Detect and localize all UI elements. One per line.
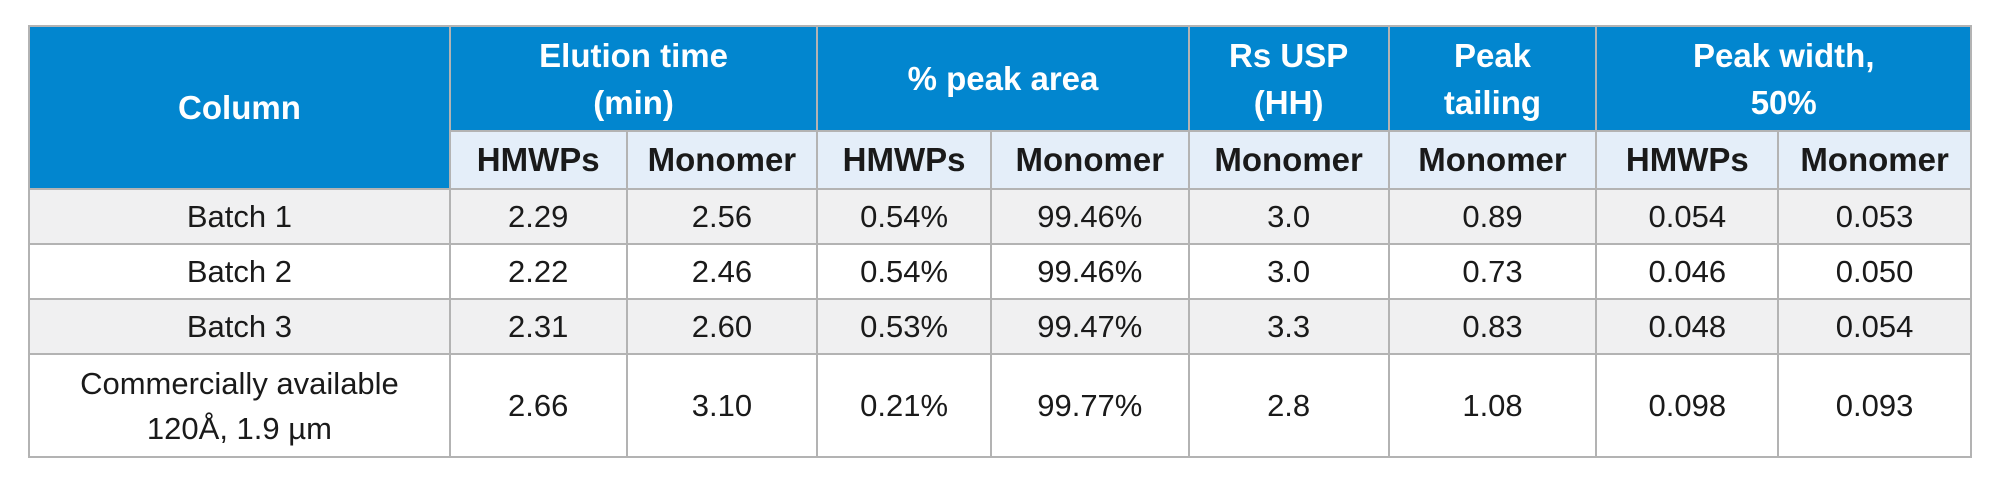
table-row: Batch 2 2.22 2.46 0.54% 99.46% 3.0 0.73 … bbox=[28, 243, 1972, 300]
header-line: Peak width, bbox=[1692, 36, 1875, 74]
table-cell: 0.048 bbox=[1595, 298, 1780, 355]
row-label: Batch 3 bbox=[28, 298, 451, 355]
header-row-groups: Column Elution time (min) % peak area Rs… bbox=[28, 25, 1972, 190]
row-label: Batch 1 bbox=[28, 188, 451, 245]
header-elution-time: Elution time (min) bbox=[448, 25, 819, 132]
header-line: Rs USP bbox=[1229, 36, 1349, 74]
results-table: Column Elution time (min) % peak area Rs… bbox=[28, 25, 1972, 458]
row-label-line: Batch 2 bbox=[186, 254, 292, 289]
table-cell: 99.77% bbox=[989, 353, 1190, 458]
header-line: (HH) bbox=[1253, 83, 1324, 121]
table-cell: 3.10 bbox=[625, 353, 819, 458]
table-cell: 0.89 bbox=[1387, 188, 1598, 245]
table-cell: 2.29 bbox=[448, 188, 628, 245]
header-line: Peak bbox=[1453, 36, 1532, 74]
subheader-cell: Monomer bbox=[1387, 130, 1598, 190]
table-cell: 3.3 bbox=[1187, 298, 1390, 355]
row-label-line: Commercially available bbox=[80, 365, 399, 401]
table-cell: 0.21% bbox=[816, 353, 992, 458]
column-header: Column bbox=[28, 25, 451, 190]
table-cell: 0.73 bbox=[1387, 243, 1598, 300]
table-cell: 3.0 bbox=[1187, 188, 1390, 245]
table-cell: 1.08 bbox=[1387, 353, 1598, 458]
header-row-sub: HMWPs Monomer HMWPs Monomer Monomer Mono… bbox=[29, 130, 1972, 190]
header-line: % peak area bbox=[907, 60, 1099, 97]
table-cell: 2.22 bbox=[448, 243, 628, 300]
table-cell: 99.46% bbox=[989, 243, 1190, 300]
subheader-cell: HMWPs bbox=[1595, 130, 1780, 190]
table-cell: 0.83 bbox=[1387, 298, 1598, 355]
table-row: Batch 3 2.31 2.60 0.53% 99.47% 3.3 0.83 … bbox=[28, 298, 1972, 355]
subheader-cell: HMWPs bbox=[448, 130, 628, 190]
header-peak-width: Peak width, 50% bbox=[1595, 25, 1972, 132]
table-cell: 0.098 bbox=[1595, 353, 1780, 458]
table-cell: 0.54% bbox=[816, 243, 992, 300]
table-cell: 99.47% bbox=[989, 298, 1190, 355]
table-cell: 0.53% bbox=[816, 298, 992, 355]
table-cell: 0.093 bbox=[1777, 353, 1972, 458]
table-cell: 3.0 bbox=[1187, 243, 1390, 300]
header-peak-area: % peak area bbox=[816, 25, 1190, 132]
table-cell: 0.54% bbox=[816, 188, 992, 245]
header-peak-tailing: Peak tailing bbox=[1387, 25, 1598, 132]
header-line: 50% bbox=[1750, 83, 1817, 121]
table-cell: 0.054 bbox=[1595, 188, 1780, 245]
header-line: (min) bbox=[593, 83, 674, 121]
subheader-cell: Monomer bbox=[989, 130, 1190, 190]
table-row: Batch 1 2.29 2.56 0.54% 99.46% 3.0 0.89 … bbox=[28, 188, 1972, 245]
subheader-cell: Monomer bbox=[1187, 130, 1390, 190]
row-label: Batch 2 bbox=[28, 243, 451, 300]
table-cell: 2.66 bbox=[448, 353, 628, 458]
table-cell: 2.46 bbox=[625, 243, 819, 300]
subheader-cell: HMWPs bbox=[816, 130, 992, 190]
table-cell: 2.56 bbox=[625, 188, 819, 245]
table-cell: 99.46% bbox=[989, 188, 1190, 245]
row-label: Commercially available 120Å, 1.9 µm bbox=[28, 353, 451, 458]
table-cell: 0.046 bbox=[1595, 243, 1780, 300]
table-cell: 2.31 bbox=[448, 298, 628, 355]
row-label-line: 120Å, 1.9 µm bbox=[146, 410, 332, 446]
subheader-cell: Monomer bbox=[625, 130, 819, 190]
table-cell: 2.60 bbox=[625, 298, 819, 355]
table-cell: 0.053 bbox=[1777, 188, 1972, 245]
subheader-cell: Monomer bbox=[1777, 130, 1972, 190]
row-label-line: Batch 1 bbox=[186, 199, 292, 234]
table-row: Commercially available 120Å, 1.9 µm 2.66… bbox=[28, 353, 1972, 458]
header-rs-usp: Rs USP (HH) bbox=[1187, 25, 1390, 132]
row-label-line: Batch 3 bbox=[186, 309, 292, 344]
table-cell: 0.050 bbox=[1777, 243, 1972, 300]
header-line: Elution time bbox=[539, 36, 728, 74]
table-cell: 0.054 bbox=[1777, 298, 1972, 355]
table-cell: 2.8 bbox=[1187, 353, 1390, 458]
header-line: tailing bbox=[1443, 83, 1542, 121]
